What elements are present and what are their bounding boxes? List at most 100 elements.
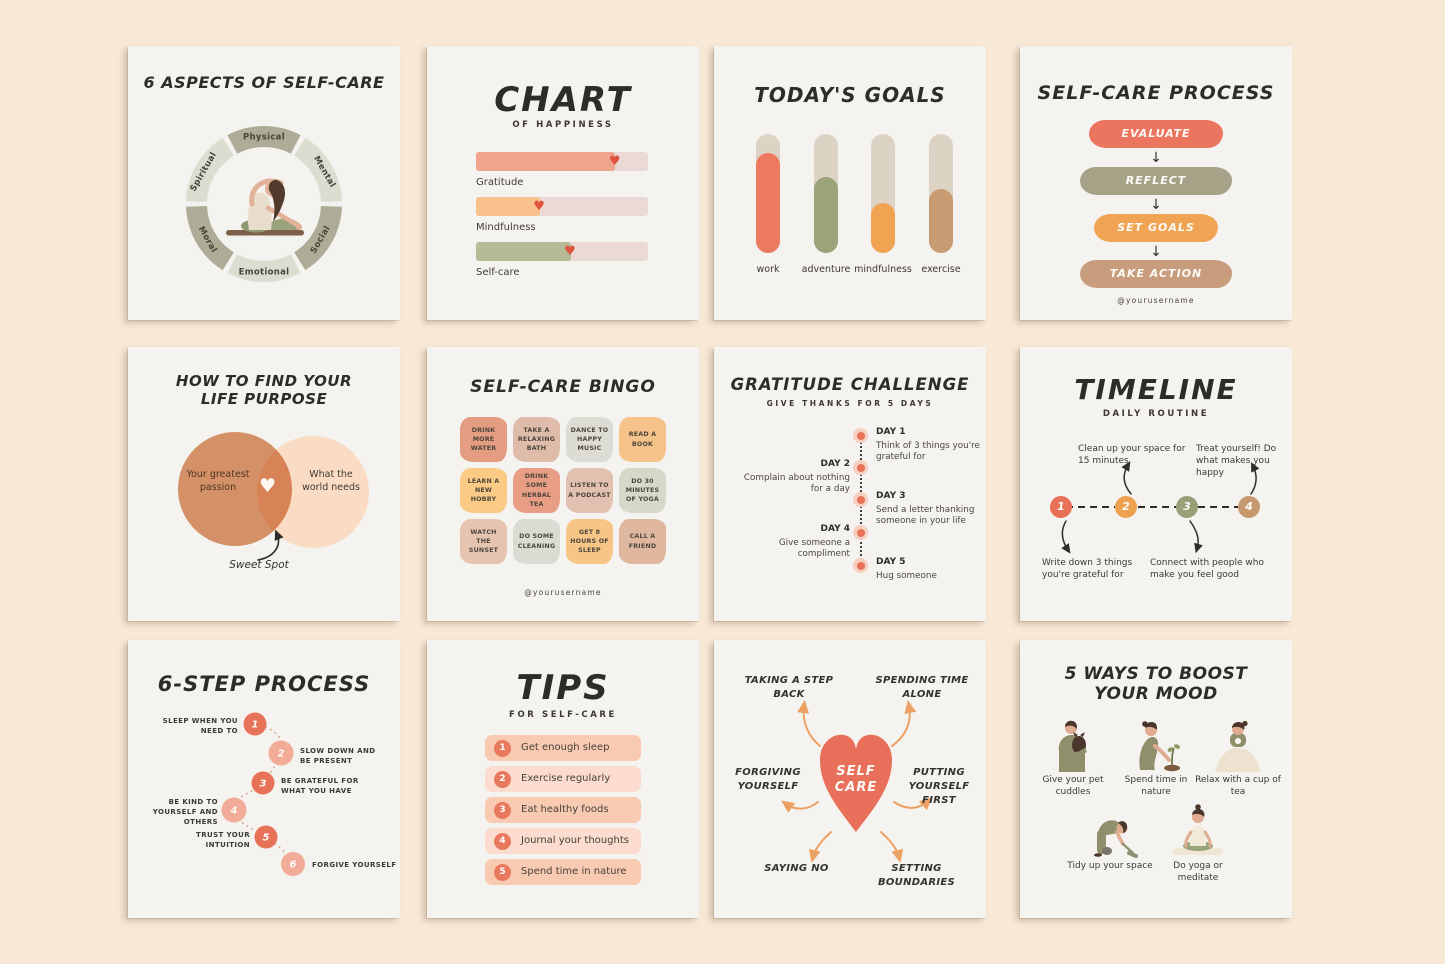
tip-number: 2 [499, 773, 506, 784]
timeline-point-2: 2 [1115, 496, 1137, 518]
bar-fill [476, 197, 540, 216]
tip-number-badge: 3 [494, 801, 511, 819]
card-title: GRATITUDE CHALLENGE [730, 375, 970, 394]
tile-label: READ A BOOK [628, 431, 657, 448]
bar-fill [871, 203, 895, 253]
down-arrow-icon: ↓ [1150, 244, 1162, 260]
heart-marker-icon: ♥ [608, 153, 621, 169]
tile-label: DRINK SOME HERBAL TEA [521, 473, 552, 508]
step-label: SLEEP WHEN YOU NEED TO [162, 717, 238, 736]
tip-row: 4 Journal your thoughts [485, 828, 641, 854]
day-text: Send a letter thanking someone in your l… [876, 504, 975, 527]
point-number: 1 [1057, 500, 1065, 513]
day-text: Give someone a compliment [778, 537, 850, 560]
bingo-tile: DO SOME CLEANING [513, 519, 560, 564]
bar-fill [476, 152, 616, 171]
tip-label: Exercise regularly [521, 773, 611, 784]
step-circle-4 [221, 797, 247, 823]
card-subtitle: FOR SELF-CARE [509, 710, 617, 720]
card-subtitle: GIVE THANKS FOR 5 DAYS [766, 399, 934, 408]
step-number: 6 [290, 860, 297, 871]
card-self-care-mind-map: SELF CARE TAKING A STEP BACK SPENDING TI… [714, 640, 986, 918]
tip-number: 3 [499, 804, 506, 815]
tip-number-badge: 1 [494, 739, 511, 757]
timeline-dot [853, 460, 868, 475]
tip-row: 3 Eat healthy foods [485, 797, 641, 823]
timeline-note: Write down 3 things you're grateful for [1042, 558, 1133, 581]
tile-label: LISTEN TO A PODCAST [568, 482, 611, 499]
step-label: EVALUATE [1121, 127, 1191, 140]
card-subtitle: OF HAPPINESS [512, 120, 614, 130]
card-chart-of-happiness: CHART OF HAPPINESS ♥ Gratitude ♥ Mindful… [427, 46, 699, 320]
step-circle-6 [281, 852, 305, 876]
bar-label: work [756, 264, 780, 275]
tip-number-badge: 4 [494, 832, 511, 850]
timeline-point-1: 1 [1050, 496, 1072, 518]
heart-shape: SELF CARE [820, 734, 892, 832]
card-aspects-of-self-care: 6 ASPECTS OF SELF-CARE Physical Mental S… [128, 46, 400, 320]
timeline-point-4: 4 [1238, 496, 1260, 518]
process-step-take-action: TAKE ACTION [1080, 260, 1232, 288]
bar-fill [814, 176, 838, 253]
step-number: 1 [252, 720, 259, 731]
mood-item-label: Relax with a cup of tea [1195, 775, 1281, 798]
goal-bar-exercise [929, 134, 953, 253]
bingo-tile: LISTEN TO A PODCAST [566, 468, 613, 513]
segment-label: Emotional [239, 268, 290, 278]
card-title: HOW TO FIND YOUR LIFE PURPOSE [175, 372, 353, 408]
timeline-point-3: 3 [1176, 496, 1198, 518]
step-label: TAKE ACTION [1109, 267, 1203, 280]
bar-label: adventure [801, 264, 851, 275]
bar-fill [476, 242, 571, 261]
day-label: DAY 2 [820, 459, 851, 469]
yoga-person-illustration [226, 178, 304, 236]
card-title: SELF-CARE PROCESS [1037, 82, 1275, 104]
bingo-tile: CALL A FRIEND [619, 519, 666, 564]
card-timeline-daily-routine: TIMELINE DAILY ROUTINE 1 2 3 4 Clean up … [1020, 347, 1292, 621]
timeline-dot [853, 428, 868, 443]
bar-label: mindfulness [854, 264, 912, 275]
bar-label: Self-care [476, 267, 520, 278]
step-circle-1 [243, 712, 267, 736]
person-sweeping-floor-icon [1094, 820, 1138, 858]
heart-center-text: SELF [836, 764, 875, 779]
card-title: TIPS [516, 668, 610, 708]
bar-label: Mindfulness [476, 222, 536, 233]
card-tips-for-self-care: TIPS FOR SELF-CARE 1 Get enough sleep 2 … [427, 640, 699, 918]
tip-row: 2 Exercise regularly [485, 766, 641, 792]
branch-label: TAKING A STEP BACK [744, 675, 834, 700]
tile-label: DANCE TO HAPPY MUSIC [570, 426, 609, 453]
bar-label: exercise [921, 264, 961, 275]
tip-number: 1 [499, 742, 506, 753]
timeline-dot [853, 492, 868, 507]
tile-label: TAKE A RELAXING BATH [517, 426, 556, 453]
tip-label: Eat healthy foods [521, 804, 609, 815]
point-number: 2 [1122, 500, 1130, 513]
day-entry: DAY 3 Send a letter thanking someone in … [876, 491, 986, 528]
day-text: Think of 3 things you're grateful for [876, 440, 980, 463]
day-entry: DAY 5 Hug someone [876, 557, 982, 582]
venn-right-label: What the world needs [302, 469, 360, 493]
heart-marker-icon: ♥ [564, 243, 576, 259]
card-six-step-process: 6-STEP PROCESS 1 2 3 4 5 6 SLEEP WHEN YO… [128, 640, 400, 918]
card-life-purpose-venn: HOW TO FIND YOUR LIFE PURPOSE ♥ Your gre… [128, 347, 400, 621]
username-watermark: @yourusername [1117, 296, 1195, 305]
down-arrow-icon: ↓ [1150, 150, 1162, 166]
day-text: Complain about nothing for a day [743, 472, 850, 495]
day-entry: DAY 2 Complain about nothing for a day [738, 459, 850, 496]
segment-label: Physical [243, 133, 285, 143]
bingo-tile: WATCH THE SUNSET [460, 519, 507, 564]
card-boost-your-mood: 5 WAYS TO BOOST YOUR MOOD [1020, 640, 1292, 918]
card-title: 5 WAYS TO BOOST YOUR MOOD [1064, 664, 1248, 705]
tip-label: Journal your thoughts [521, 835, 629, 846]
bar-gratitude: ♥ [476, 152, 648, 171]
branch-label: SAYING NO [764, 863, 829, 874]
mood-item-label: Spend time in nature [1124, 775, 1188, 798]
step-label: SET GOALS [1117, 221, 1195, 234]
branch-label: PUTTING YOURSELF FIRST [908, 767, 970, 806]
process-step-evaluate: EVALUATE [1089, 120, 1223, 148]
mood-item-label: Tidy up your space [1067, 861, 1153, 871]
bar-mindfulness: ♥ [476, 197, 648, 216]
goal-bar-mindfulness [871, 134, 895, 253]
venn-left-label: Your greatest passion [186, 469, 250, 493]
